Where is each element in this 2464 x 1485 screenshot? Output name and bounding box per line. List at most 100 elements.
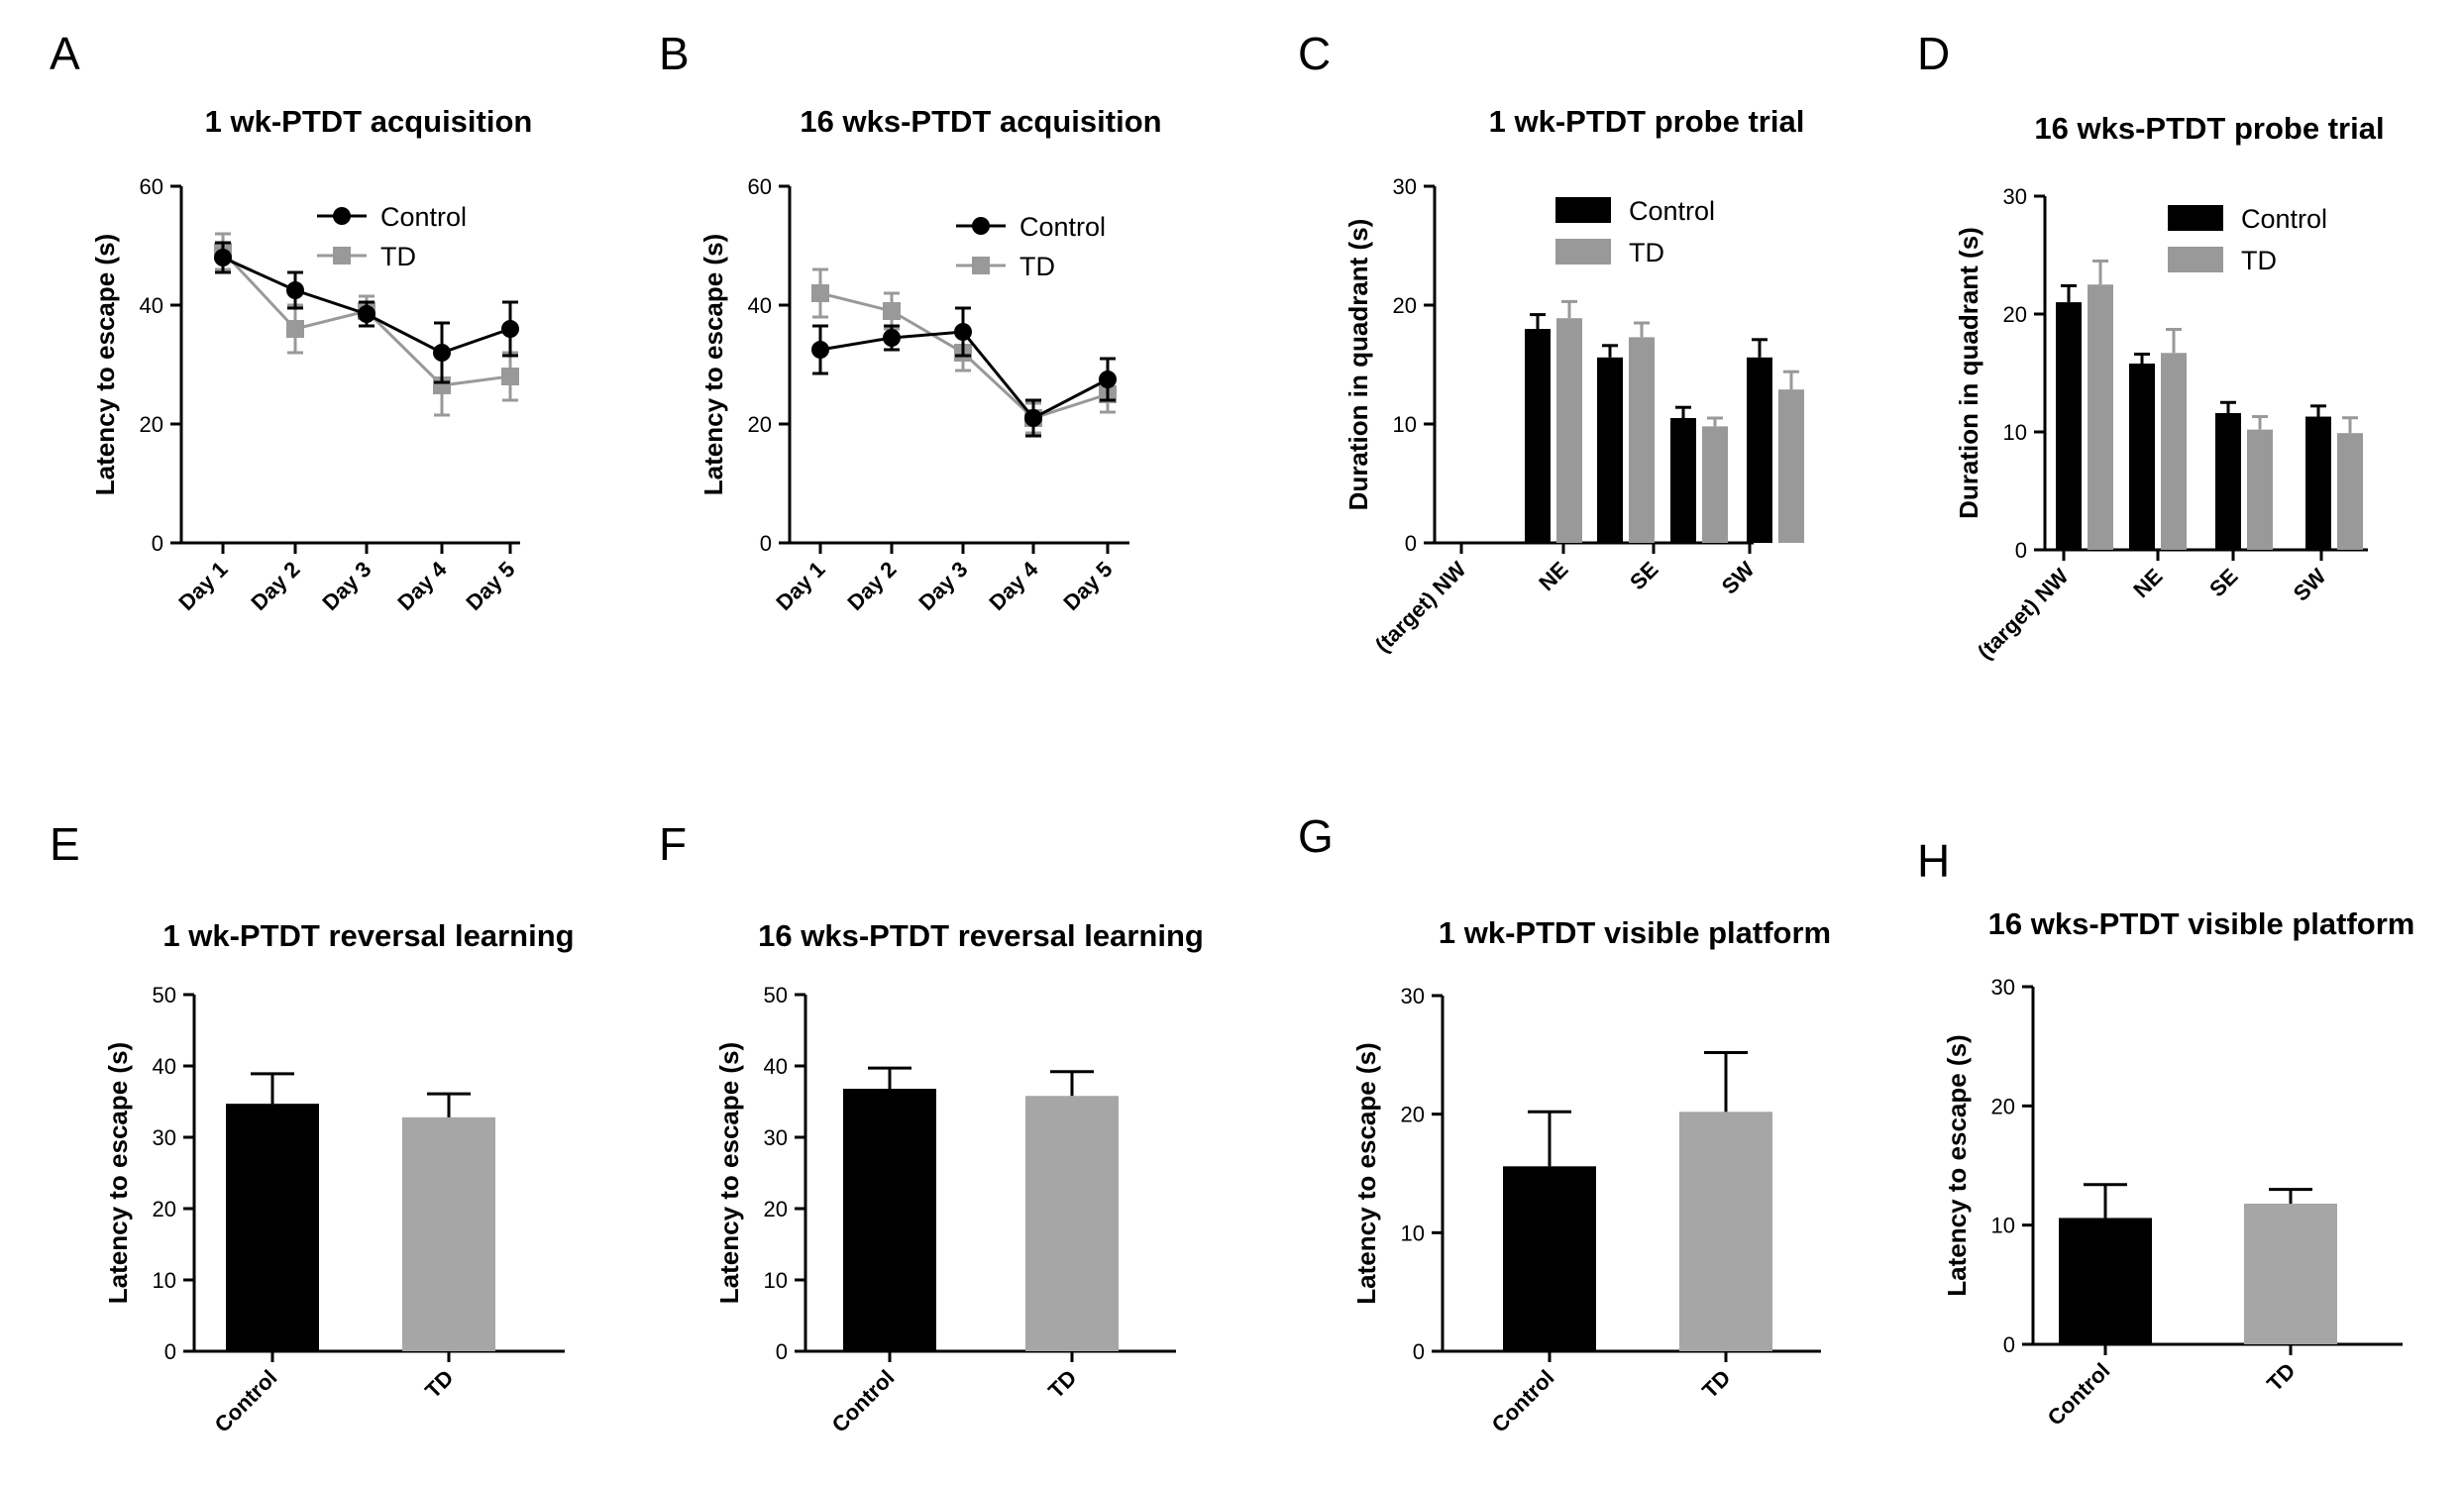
y-tick-label-f: 10: [764, 1268, 788, 1293]
y-tick-label-g: 30: [1401, 984, 1425, 1008]
data-point-td-a: [286, 320, 304, 338]
panel-letter-d: D: [1917, 28, 1950, 79]
bar-control-d: [2056, 302, 2082, 550]
legend-label-control-b: Control: [1019, 212, 1106, 242]
panel-letter-g: G: [1298, 810, 1334, 862]
x-tick-label-b: Day 5: [1058, 557, 1117, 615]
y-tick-label-d: 20: [2003, 302, 2027, 327]
data-point-control-b: [883, 329, 901, 347]
panel-letter-h: H: [1917, 835, 1950, 887]
data-point-td-b: [883, 302, 901, 320]
panel-letter-e: E: [50, 818, 80, 870]
legend-label-control-d: Control: [2241, 204, 2327, 234]
bar-td-d: [2337, 433, 2363, 550]
legend-marker-td-b: [972, 257, 990, 274]
data-point-control-a: [214, 249, 232, 266]
y-axis-label-g: Latency to escape (s): [1351, 1042, 1381, 1304]
y-axis-label-e: Latency to escape (s): [103, 1042, 133, 1304]
y-tick-label-g: 10: [1401, 1220, 1425, 1245]
panel-g: G 1 wk-PTDT visible platform 0 10 20 30 Latenc…: [1298, 810, 1831, 1437]
y-tick-label-h: 30: [1991, 975, 2015, 1000]
bar-td-f: [1025, 1096, 1119, 1351]
legend-label-control-a: Control: [380, 202, 467, 232]
x-tick-label-c: SW: [1717, 557, 1760, 599]
x-tick-label-h: Control: [2043, 1358, 2115, 1431]
y-tick-label-e: 0: [164, 1339, 176, 1364]
data-point-control-a: [433, 344, 451, 362]
y-axis-label-f: Latency to escape (s): [714, 1042, 744, 1304]
y-tick-label-b: 0: [760, 531, 772, 556]
panel-f: F 16 wks-PTDT reversal learning 0 10 20 30 40 5…: [659, 818, 1204, 1437]
x-tick-label-a: Day 5: [461, 557, 519, 615]
bar-td-c: [1556, 318, 1582, 543]
data-point-control-b: [1099, 371, 1117, 388]
panel-c: C 1 wk-PTDT probe trial 0 10 20 30 Duration in…: [1298, 28, 1804, 657]
panel-letter-b: B: [659, 28, 690, 79]
x-tick-label-a: Day 1: [173, 557, 232, 615]
x-tick-label-d: SE: [2204, 564, 2242, 601]
data-point-td-b: [811, 284, 829, 302]
y-tick-label-h: 20: [1991, 1094, 2015, 1118]
x-tick-label-b: Day 4: [984, 556, 1043, 615]
y-tick-label-f: 30: [764, 1125, 788, 1150]
x-tick-label-a: Day 2: [246, 557, 304, 615]
bar-td-d: [2088, 284, 2113, 550]
bar-td-h: [2244, 1204, 2337, 1344]
panel-title-c: 1 wk-PTDT probe trial: [1489, 104, 1805, 139]
data-point-control-a: [286, 281, 304, 299]
panel-letter-c: C: [1298, 28, 1331, 79]
x-tick-label-e: TD: [420, 1365, 458, 1403]
panel-title-g: 1 wk-PTDT visible platform: [1439, 915, 1831, 950]
y-tick-label-c: 30: [1393, 174, 1417, 199]
y-tick-label-d: 10: [2003, 420, 2027, 445]
panel-title-d: 16 wks-PTDT probe trial: [2034, 111, 2384, 146]
y-tick-label-b: 40: [748, 293, 772, 318]
y-tick-label-a: 20: [140, 412, 163, 437]
y-tick-label-e: 50: [153, 983, 176, 1008]
y-tick-label-f: 0: [776, 1339, 788, 1364]
x-tick-label-f: Control: [827, 1365, 900, 1437]
legend-marker-control-a: [333, 207, 351, 225]
y-tick-label-b: 20: [748, 412, 772, 437]
panel-title-a: 1 wk-PTDT acquisition: [205, 104, 533, 139]
legend-label-td-c: TD: [1629, 238, 1664, 267]
bar-control-d: [2305, 416, 2331, 550]
data-point-control-a: [501, 320, 519, 338]
y-tick-label-g: 20: [1401, 1103, 1425, 1127]
panel-d: D 16 wks-PTDT probe trial 0 10 20 30 Duration …: [1917, 28, 2385, 664]
legend-label-control-c: Control: [1629, 196, 1715, 226]
x-tick-label-h: TD: [2262, 1358, 2300, 1396]
bar-control-h: [2059, 1218, 2152, 1344]
data-point-control-b: [811, 341, 829, 359]
x-tick-label-g: TD: [1697, 1365, 1735, 1403]
y-tick-label-c: 0: [1405, 531, 1417, 556]
bar-td-c: [1778, 389, 1804, 543]
panel-letter-f: F: [659, 818, 687, 870]
y-tick-label-c: 10: [1393, 412, 1417, 437]
y-tick-label-c: 20: [1393, 293, 1417, 318]
legend-swatch-td-d: [2168, 247, 2223, 272]
bar-control-f: [843, 1089, 936, 1351]
x-tick-label-b: Day 1: [771, 557, 829, 615]
panel-h: H 16 wks-PTDT visible platform 0 10 20 30 Late…: [1917, 835, 2414, 1431]
y-tick-label-f: 50: [764, 983, 788, 1008]
panel-title-e: 1 wk-PTDT reversal learning: [162, 918, 574, 953]
x-tick-label-a: Day 4: [392, 556, 452, 615]
bar-td-d: [2247, 429, 2273, 550]
x-tick-label-c: SE: [1625, 557, 1662, 594]
bar-control-c: [1747, 357, 1772, 543]
y-tick-label-e: 20: [153, 1197, 176, 1221]
y-axis-label-a: Latency to escape (s): [90, 234, 120, 495]
y-tick-label-e: 30: [153, 1125, 176, 1150]
legend-swatch-td-c: [1555, 239, 1611, 265]
legend-marker-control-b: [972, 217, 990, 235]
y-tick-label-b: 60: [748, 174, 772, 199]
y-tick-label-e: 40: [153, 1054, 176, 1079]
legend-label-td-d: TD: [2241, 246, 2277, 275]
y-tick-label-d: 30: [2003, 184, 2027, 209]
x-tick-label-c: NE: [1534, 557, 1572, 595]
panel-b: B 16 wks-PTDT acquisition 0 20 40 60 Latency t…: [659, 28, 1162, 615]
y-tick-label-e: 10: [153, 1268, 176, 1293]
legend-marker-td-a: [333, 247, 351, 265]
